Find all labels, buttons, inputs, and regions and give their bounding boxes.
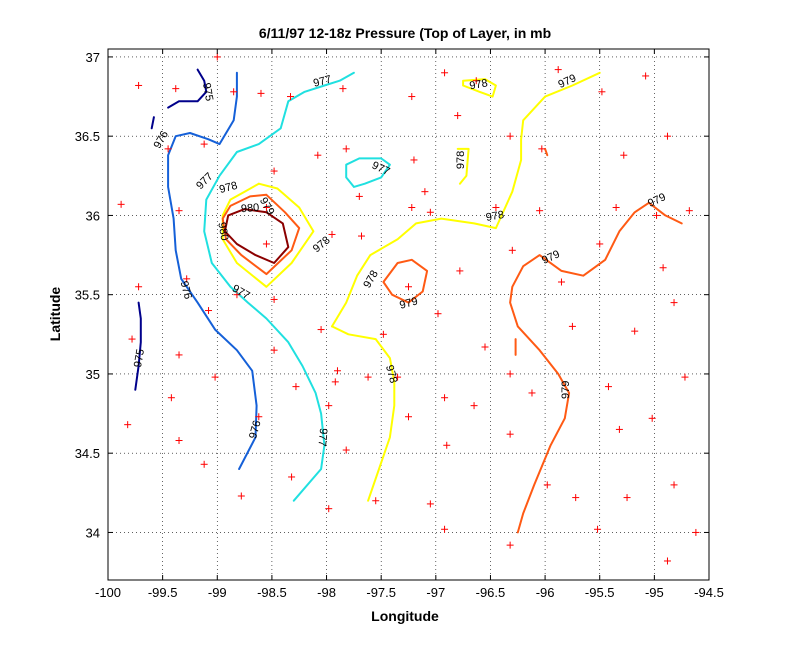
contour-label: 979 [560,381,572,399]
contour-label: 978 [455,151,467,169]
x-tick-label: -95 [645,585,664,600]
x-tick-label: -96.5 [476,585,506,600]
contour-lines [134,68,683,534]
y-tick-label: 35 [86,367,100,382]
contour-979 [544,147,549,157]
contour-978 [331,325,396,502]
y-tick-label: 35.5 [75,288,100,303]
x-tick-label: -96 [536,585,555,600]
x-tick-label: -98.5 [257,585,287,600]
contour-label: 976 [247,419,263,440]
x-axis-label: Longitude [371,608,439,624]
x-tick-label: -94.5 [694,585,724,600]
contour-978 [456,147,470,185]
grid [108,49,709,580]
y-tick-label: 36.5 [75,129,100,144]
plot-frame [107,48,710,581]
contour-978 [331,71,601,328]
x-tick-label: -97 [426,585,445,600]
contour-label: 978 [218,180,239,196]
contour-label: 976 [178,280,194,301]
contour-979 [382,258,429,304]
contour-978 [462,78,497,98]
contour-975 [167,68,208,109]
station-markers [117,53,700,565]
contour-979 [221,193,301,276]
contour-978 [221,182,315,288]
contour-label: 975 [200,82,215,102]
contour-label: 978 [469,77,489,92]
chart-title: 6/11/97 12-18z Pressure (Top of Layer, i… [259,25,551,41]
contour-979 [509,201,683,534]
x-tick-label: -99.5 [148,585,178,600]
contour-980 [223,208,290,264]
contour-label: 979 [398,295,419,311]
contour-label: 980 [215,221,230,241]
y-tick-label: 36 [86,208,100,223]
x-tick-label: -98 [317,585,336,600]
y-tick-label: 37 [86,50,100,65]
contour-977 [203,71,355,502]
contour-label: 975 [132,348,147,368]
contour-975 [150,116,155,130]
y-tick-label: 34.5 [75,446,100,461]
contour-label: 978 [485,209,505,224]
axis-ticks: -100 -99.5 -99 -98.5 -98 -97.5 -97 -96.5 -96 -95.… [75,49,724,600]
x-tick-label: -99 [208,585,227,600]
y-tick-label: 34 [86,525,100,540]
contour-label: 980 [240,202,259,216]
x-tick-label: -95.5 [585,585,615,600]
contour-label: 977 [312,73,333,89]
contour-label: 977 [315,428,329,447]
contour-977 [345,157,391,188]
contour-976 [167,71,258,470]
x-tick-label: -97.5 [366,585,396,600]
y-axis-label: Latitude [47,287,63,342]
contour-975 [134,301,142,391]
x-tick-label: -100 [95,585,121,600]
contour-label: 978 [383,364,399,385]
